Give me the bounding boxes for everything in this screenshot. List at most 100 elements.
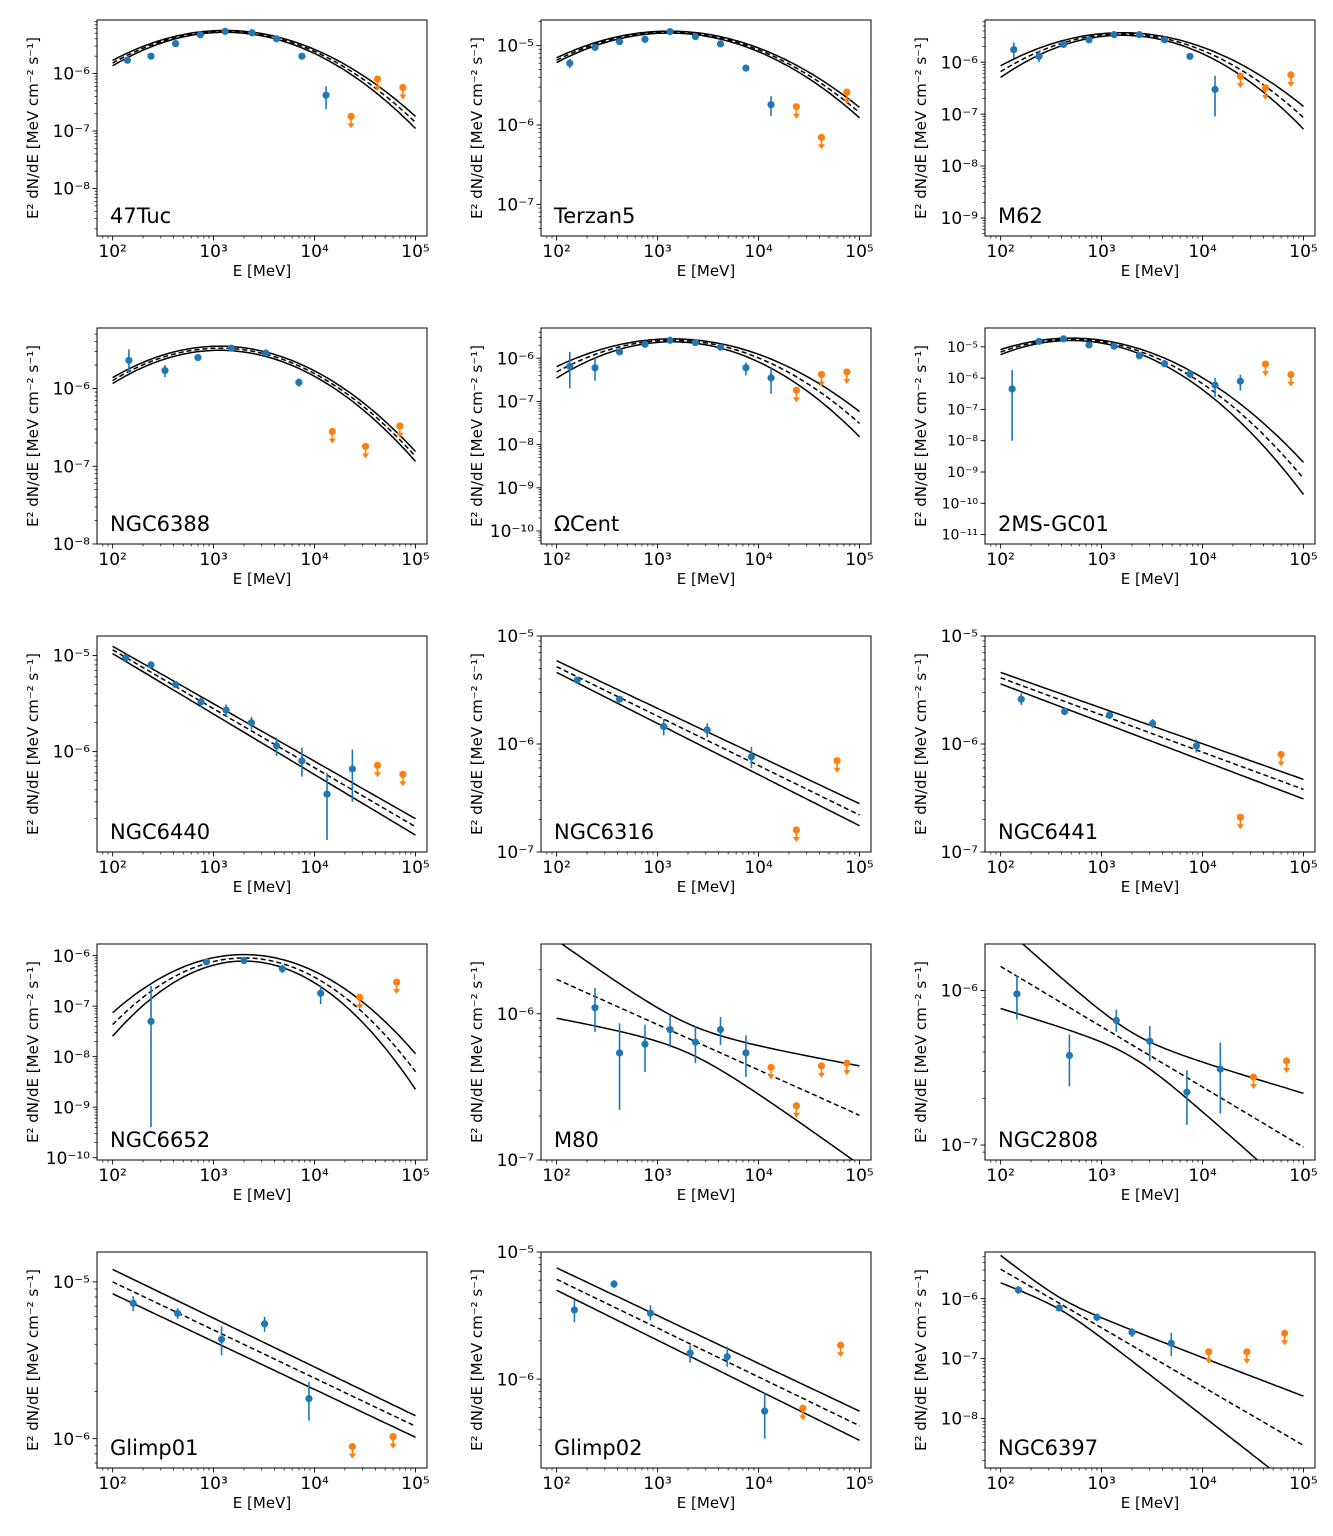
upper-limit-arrow [399,781,407,787]
data-point [641,1040,649,1048]
data-point [1017,695,1025,703]
data-point [147,661,155,669]
sed-chart-svg: 10² 10³ 10⁴ 10⁵ 10⁻¹⁰ 10⁻⁹ 10⁻⁸ 10⁻⁷ 10⁻⁶ E [MeV]… [24,943,430,1204]
data-point [1135,352,1144,360]
x-tick-label: 10⁵ [1289,858,1317,878]
data-point [1211,381,1219,389]
model-best-fit-line [112,649,416,828]
sed-panel-NGC6652: 10² 10³ 10⁴ 10⁵ 10⁻¹⁰ 10⁻⁹ 10⁻⁸ 10⁻⁷ 10⁻⁶ E [MeV]… [0,924,441,1228]
model-band-edge-0 [112,1268,416,1417]
model-best-fit-line [556,1278,860,1427]
x-tick-label: 10² [542,1474,570,1494]
y-tick-label: 10⁻⁵ [497,37,534,57]
model-best-fit-line [556,978,860,1116]
sed-chart-svg: 10² 10³ 10⁴ 10⁵ 10⁻⁶ 10⁻⁵ E [MeV] E² dN/dE [MeV… [468,1243,874,1512]
x-tick-label: 10³ [1087,242,1115,262]
data-point [615,695,624,703]
model-curves [112,345,417,462]
panel-title: Terzan5 [553,204,635,228]
sed-chart-svg: 10² 10³ 10⁴ 10⁵ 10⁻⁸ 10⁻⁷ 10⁻⁶ E [MeV] E² dN/dE … [24,327,430,588]
data-point [1211,85,1219,93]
y-axis-label: E² dN/dE [MeV cm⁻² s⁻¹] [912,961,930,1143]
x-axis-label: E [MeV] [233,1186,291,1204]
panel-title: NGC6388 [110,512,210,536]
y-tick-label: 10⁻⁶ [497,735,535,755]
data-point [260,1320,269,1328]
x-tick-label: 10³ [1087,858,1115,878]
data-point [240,956,248,965]
y-axis-label: E² dN/dE [MeV cm⁻² s⁻¹] [468,37,486,219]
data-point [197,698,205,706]
data-point [742,64,750,72]
model-best-fit-line [1000,33,1305,119]
model-band-edge-2 [556,341,861,438]
panel-title: NGC6440 [110,820,210,844]
data-point [1110,31,1118,39]
data-point [161,366,169,375]
y-tick-label: 10⁻⁷ [497,843,535,863]
x-tick-label: 10³ [1087,550,1115,570]
x-axis-label: E [MeV] [677,262,735,280]
upper-limit-arrow [792,836,800,842]
data-point [666,28,674,36]
y-axis-label: E² dN/dE [MeV cm⁻² s⁻¹] [24,653,42,835]
data-point [278,965,286,973]
x-tick-label: 10⁴ [744,242,773,262]
data-point [761,1407,769,1415]
sed-chart-svg: 10² 10³ 10⁴ 10⁵ 10⁻⁶ 10⁻⁵ E [MeV] E² dN/dE [MeV… [24,635,430,896]
sed-panel-NGC6441: 10² 10³ 10⁴ 10⁵ 10⁻⁷ 10⁻⁶ 10⁻⁵ E [MeV] E² dN/dE … [888,616,1329,920]
data-point [1035,337,1043,345]
y-axis-label: E² dN/dE [MeV cm⁻² s⁻¹] [912,1269,930,1451]
x-axis-label: E [MeV] [233,1494,291,1512]
model-curves [556,30,860,119]
data-point [1055,1304,1063,1312]
y-tick-label: 10⁻⁸ [53,180,91,200]
upper-limit-arrow [837,1352,845,1358]
x-tick-label: 10⁴ [744,1166,773,1186]
data-point [1128,1328,1136,1336]
y-tick-label: 10⁻⁷ [947,402,978,418]
upper-limit-point [373,761,382,769]
y-tick-label: 10⁻⁶ [497,1005,535,1025]
model-band-edge-2 [112,1293,416,1438]
data-point [202,958,211,966]
data-point [646,1309,655,1317]
model-band-edge-0 [1000,31,1304,107]
y-tick-label: 10⁻⁸ [497,436,535,456]
data-point [1192,742,1201,750]
sed-panel-ΩCent: 10² 10³ 10⁴ 10⁵ 10⁻¹⁰ 10⁻⁹ 10⁻⁸ 10⁻⁷ 10⁻⁶ E [MeV]… [444,308,885,612]
model-band-lower-edge [1000,1007,1259,1160]
y-axis-label: E² dN/dE [MeV cm⁻² s⁻¹] [468,345,486,527]
data-point [171,680,180,689]
x-tick-label: 10⁴ [744,858,773,878]
y-tick-label: 10⁻⁶ [53,65,91,85]
upper-limit-arrow [389,1443,397,1449]
data-point [1112,1016,1120,1025]
y-axis-label: E² dN/dE [MeV cm⁻² s⁻¹] [468,653,486,835]
upper-limit-arrow [1287,381,1295,387]
x-tick-label: 10⁴ [300,1166,329,1186]
data-point [1135,31,1144,39]
x-tick-label: 10⁵ [401,1474,429,1494]
model-band-edge-0 [556,30,860,108]
y-axis-label: E² dN/dE [MeV cm⁻² s⁻¹] [912,345,930,527]
y-axis-label: E² dN/dE [MeV cm⁻² s⁻¹] [912,653,930,835]
data-point [1059,40,1068,49]
y-tick-label: 10⁻⁷ [53,457,91,477]
data-point [610,1280,618,1288]
x-tick-label: 10⁵ [1289,550,1317,570]
data-point [1167,1339,1175,1347]
data-point [703,726,711,734]
data-point [566,362,574,370]
sed-panel-47Tuc: 10² 10³ 10⁴ 10⁵ 10⁻⁸ 10⁻⁷ 10⁻⁶ E [MeV] E² dN/dE … [0,0,441,304]
data-point [1035,52,1043,60]
sed-panel-2MS-GC01: 10² 10³ 10⁴ 10⁵ 10⁻¹¹ 10⁻¹⁰ 10⁻⁹ 10⁻⁸ 10⁻⁷ 10⁻⁶ 10… [888,308,1329,612]
sed-panel-Terzan5: 10² 10³ 10⁴ 10⁵ 10⁻⁷ 10⁻⁶ 10⁻⁵ E [MeV] E² dN/dE … [444,0,885,304]
panel-title: M62 [998,204,1043,228]
sed-panel-M80: 10² 10³ 10⁴ 10⁵ 10⁻⁷ 10⁻⁶ E [MeV] E² dN/dE [MeV… [444,924,885,1228]
x-tick-label: 10³ [643,1166,671,1186]
model-curves [1000,337,1305,495]
x-tick-label: 10³ [199,858,227,878]
data-point [217,1335,226,1343]
